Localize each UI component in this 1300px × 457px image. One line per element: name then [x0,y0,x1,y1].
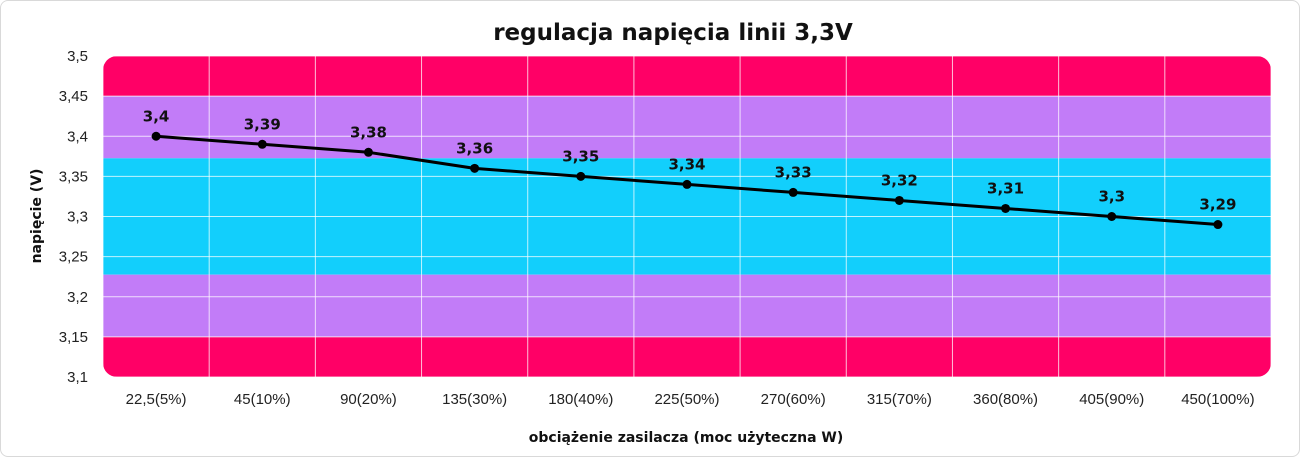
y-tick-label: 3,45 [59,88,88,105]
x-tick-label: 180(40%) [548,391,613,408]
data-point [363,147,373,157]
series-layer [151,131,1223,230]
data-label: 3,33 [775,163,812,181]
data-point [788,187,798,197]
band-3 [103,274,1271,337]
x-tick-label: 22,5(5%) [126,391,187,408]
y-tick-label: 3,2 [67,289,88,306]
x-tick-label: 135(30%) [442,391,507,408]
data-point [682,179,692,189]
x-axis-label: obciążenie zasilacza (moc użyteczna W) [529,430,844,446]
data-label: 3,34 [668,155,705,173]
data-label: 3,31 [987,179,1024,197]
y-tick-label: 3,3 [67,209,88,226]
x-axis-ticks: 22,5(5%) 45(10%) 90(20%) 135(30%) 180(40%) 22… [126,391,1255,408]
grid-layer [102,55,1272,378]
data-label: 3,38 [350,123,387,141]
data-point [576,171,586,181]
data-point [470,163,480,173]
data-label: 3,39 [244,115,281,133]
data-label: 3,4 [143,107,170,125]
data-point [1001,203,1011,213]
y-axis-ticks: 3,5 3,45 3,4 3,35 3,3 3,25 3,2 3,15 3,1 [59,48,88,386]
y-tick-label: 3,5 [67,48,88,65]
band-0 [103,56,1271,97]
data-label: 3,32 [881,171,918,189]
data-point [1213,220,1223,230]
x-tick-label: 270(60%) [761,391,826,408]
y-axis-label: napięcie (V) [29,169,45,264]
data-label: 3,36 [456,139,493,157]
data-point [151,131,161,141]
data-label: 3,29 [1199,196,1236,214]
data-point [257,139,267,149]
data-label-layer: 3,4 3,39 3,38 3,36 3,35 3,34 3,33 3,32 3,31 3,3 3,… [143,107,1237,213]
y-tick-label: 3,4 [67,128,88,145]
x-tick-label: 360(80%) [973,391,1038,408]
y-tick-label: 3,1 [67,369,88,386]
band-4 [103,336,1271,377]
data-label: 3,3 [1098,188,1125,206]
x-tick-label: 450(100%) [1181,391,1254,408]
x-tick-label: 405(90%) [1079,391,1144,408]
data-point [894,195,904,205]
x-tick-label: 315(70%) [867,391,932,408]
data-label: 3,35 [562,147,599,165]
chart-title: regulacja napięcia linii 3,3V [493,20,853,46]
y-tick-label: 3,35 [59,168,88,185]
y-tick-label: 3,15 [59,329,88,346]
data-point [1107,212,1117,221]
x-tick-label: 225(50%) [654,391,719,408]
x-tick-label: 45(10%) [234,391,291,408]
y-tick-label: 3,25 [59,249,88,266]
x-tick-label: 90(20%) [340,391,397,408]
